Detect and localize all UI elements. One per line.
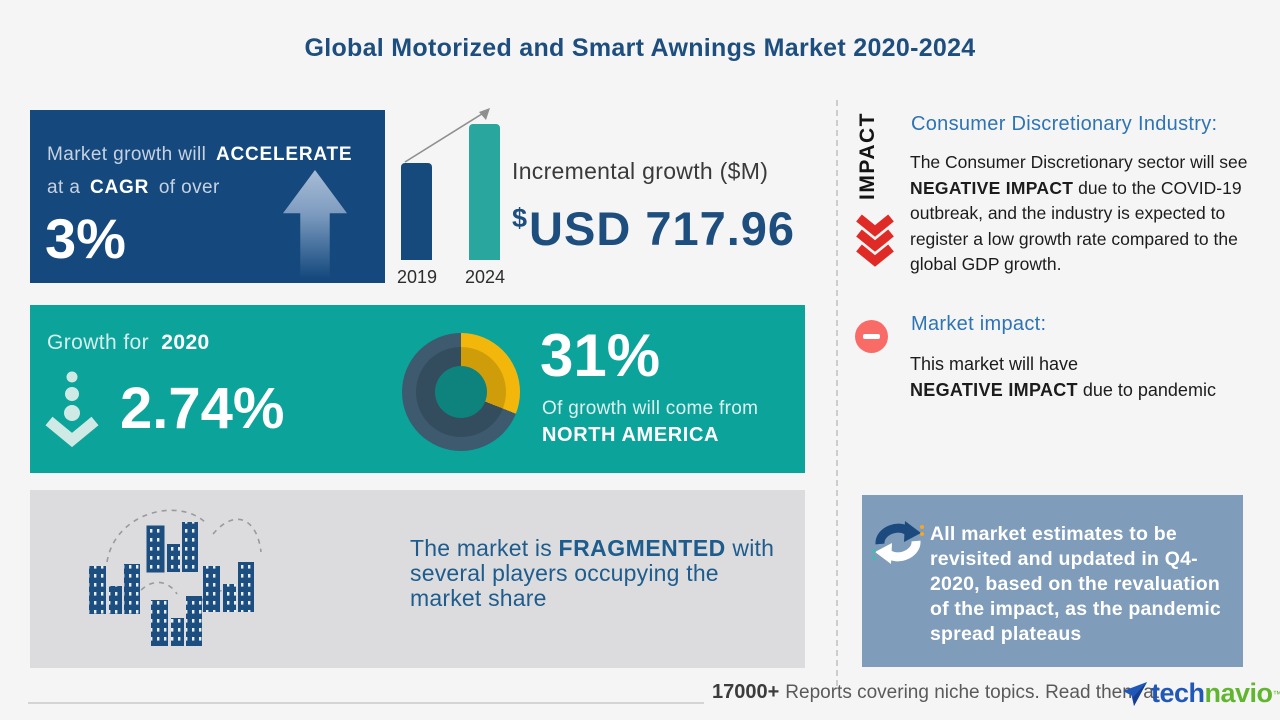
triple-chevron-down-icon bbox=[856, 214, 894, 267]
reports-count: 17000+ bbox=[712, 681, 780, 703]
cagr-value: 3% bbox=[45, 207, 126, 270]
technavio-logo[interactable]: tech navio ™ bbox=[1122, 678, 1280, 709]
industry-text-post: due to the COVID-19 outbreak, and the in… bbox=[910, 177, 1242, 275]
fragmented-bold: FRAGMENTED bbox=[558, 535, 726, 561]
fragmented-pre: The market is bbox=[410, 535, 559, 561]
cagr-line2-post: of over bbox=[158, 177, 220, 198]
down-arrow-icon bbox=[45, 371, 99, 448]
cagr-panel: Market growth will ACCELERATE at a CAGR … bbox=[30, 110, 385, 283]
industry-impact-text: The Consumer Discretionary sector will s… bbox=[910, 150, 1268, 278]
share-caption: Of growth will come from bbox=[542, 398, 759, 419]
estimates-note-panel: All market estimates to be revisited and… bbox=[862, 495, 1243, 667]
donut-chart bbox=[402, 333, 520, 451]
refresh-arrows-icon bbox=[872, 521, 924, 564]
growth-value: 2.74% bbox=[120, 376, 285, 441]
logo-tech: tech bbox=[1151, 678, 1205, 708]
footer-text: 17000+ Reports covering niche topics. Rea… bbox=[712, 681, 1159, 704]
industry-impact-heading: Consumer Discretionary Industry: bbox=[911, 113, 1218, 135]
growth-panel: Growth for 2020 2.74% 31% Of growth will… bbox=[30, 305, 805, 473]
market-impact-text: This market will have NEGATIVE IMPACT du… bbox=[910, 351, 1260, 403]
donut-hole bbox=[435, 366, 487, 418]
currency-symbol: $ bbox=[512, 203, 528, 233]
industry-text-bold: NEGATIVE IMPACT bbox=[910, 177, 1074, 198]
fragmented-text: The market is FRAGMENTED with several pl… bbox=[410, 536, 782, 611]
bar-label-2019: 2019 bbox=[396, 267, 438, 287]
growth-label-year: 2020 bbox=[161, 331, 210, 354]
industry-text-pre: The Consumer Discretionary sector will s… bbox=[910, 152, 1248, 172]
share-region: NORTH AMERICA bbox=[542, 424, 720, 446]
estimates-note-text: All market estimates to be revisited and… bbox=[930, 523, 1221, 645]
bar-2019 bbox=[401, 163, 432, 260]
impact-label: IMPACT bbox=[856, 112, 879, 200]
growth-label-pre: Growth for bbox=[47, 331, 150, 354]
market-text-post: due to pandemic bbox=[1077, 380, 1216, 400]
share-value: 31% bbox=[540, 322, 661, 389]
growth-label: Growth for 2020 bbox=[47, 331, 210, 355]
vertical-divider bbox=[836, 100, 838, 686]
cagr-line1: Market growth will bbox=[47, 144, 207, 165]
trend-arrow-icon bbox=[404, 108, 490, 163]
logo-navio: navio bbox=[1204, 678, 1274, 708]
page-title: Global Motorized and Smart Awnings Marke… bbox=[304, 34, 976, 62]
usd-value: USD 717.96 bbox=[529, 202, 796, 255]
bar-label-2024: 2024 bbox=[464, 267, 506, 287]
bar-2024 bbox=[469, 124, 500, 260]
incremental-label: Incremental growth ($M) bbox=[512, 158, 769, 184]
cagr-accelerate: ACCELERATE bbox=[215, 144, 353, 165]
cagr-text: Market growth will ACCELERATE at a CAGR … bbox=[47, 138, 385, 204]
footer-divider bbox=[28, 702, 704, 704]
footer-caption: Reports covering niche topics. Read them… bbox=[785, 682, 1160, 703]
market-text-bold: NEGATIVE IMPACT bbox=[910, 380, 1078, 400]
market-impact-heading: Market impact: bbox=[911, 313, 1047, 335]
incremental-growth: Incremental growth ($M) $USD 717.96 bbox=[512, 158, 795, 256]
cagr-line2-pre: at a bbox=[47, 177, 81, 198]
cagr-cagr: CAGR bbox=[89, 177, 150, 198]
buildings-illustration bbox=[89, 509, 262, 646]
technavio-plane-icon bbox=[1123, 681, 1147, 706]
incremental-bar-chart: 2019 2024 bbox=[395, 100, 515, 290]
logo-trademark: ™ bbox=[1272, 688, 1280, 699]
incremental-value: $USD 717.96 bbox=[512, 201, 795, 256]
market-text-line1: This market will have bbox=[910, 354, 1079, 374]
negative-impact-icon bbox=[855, 320, 888, 353]
fragmented-rest: with several players occupying the marke… bbox=[410, 535, 775, 611]
fragmented-panel: The market is FRAGMENTED with several pl… bbox=[30, 490, 805, 668]
